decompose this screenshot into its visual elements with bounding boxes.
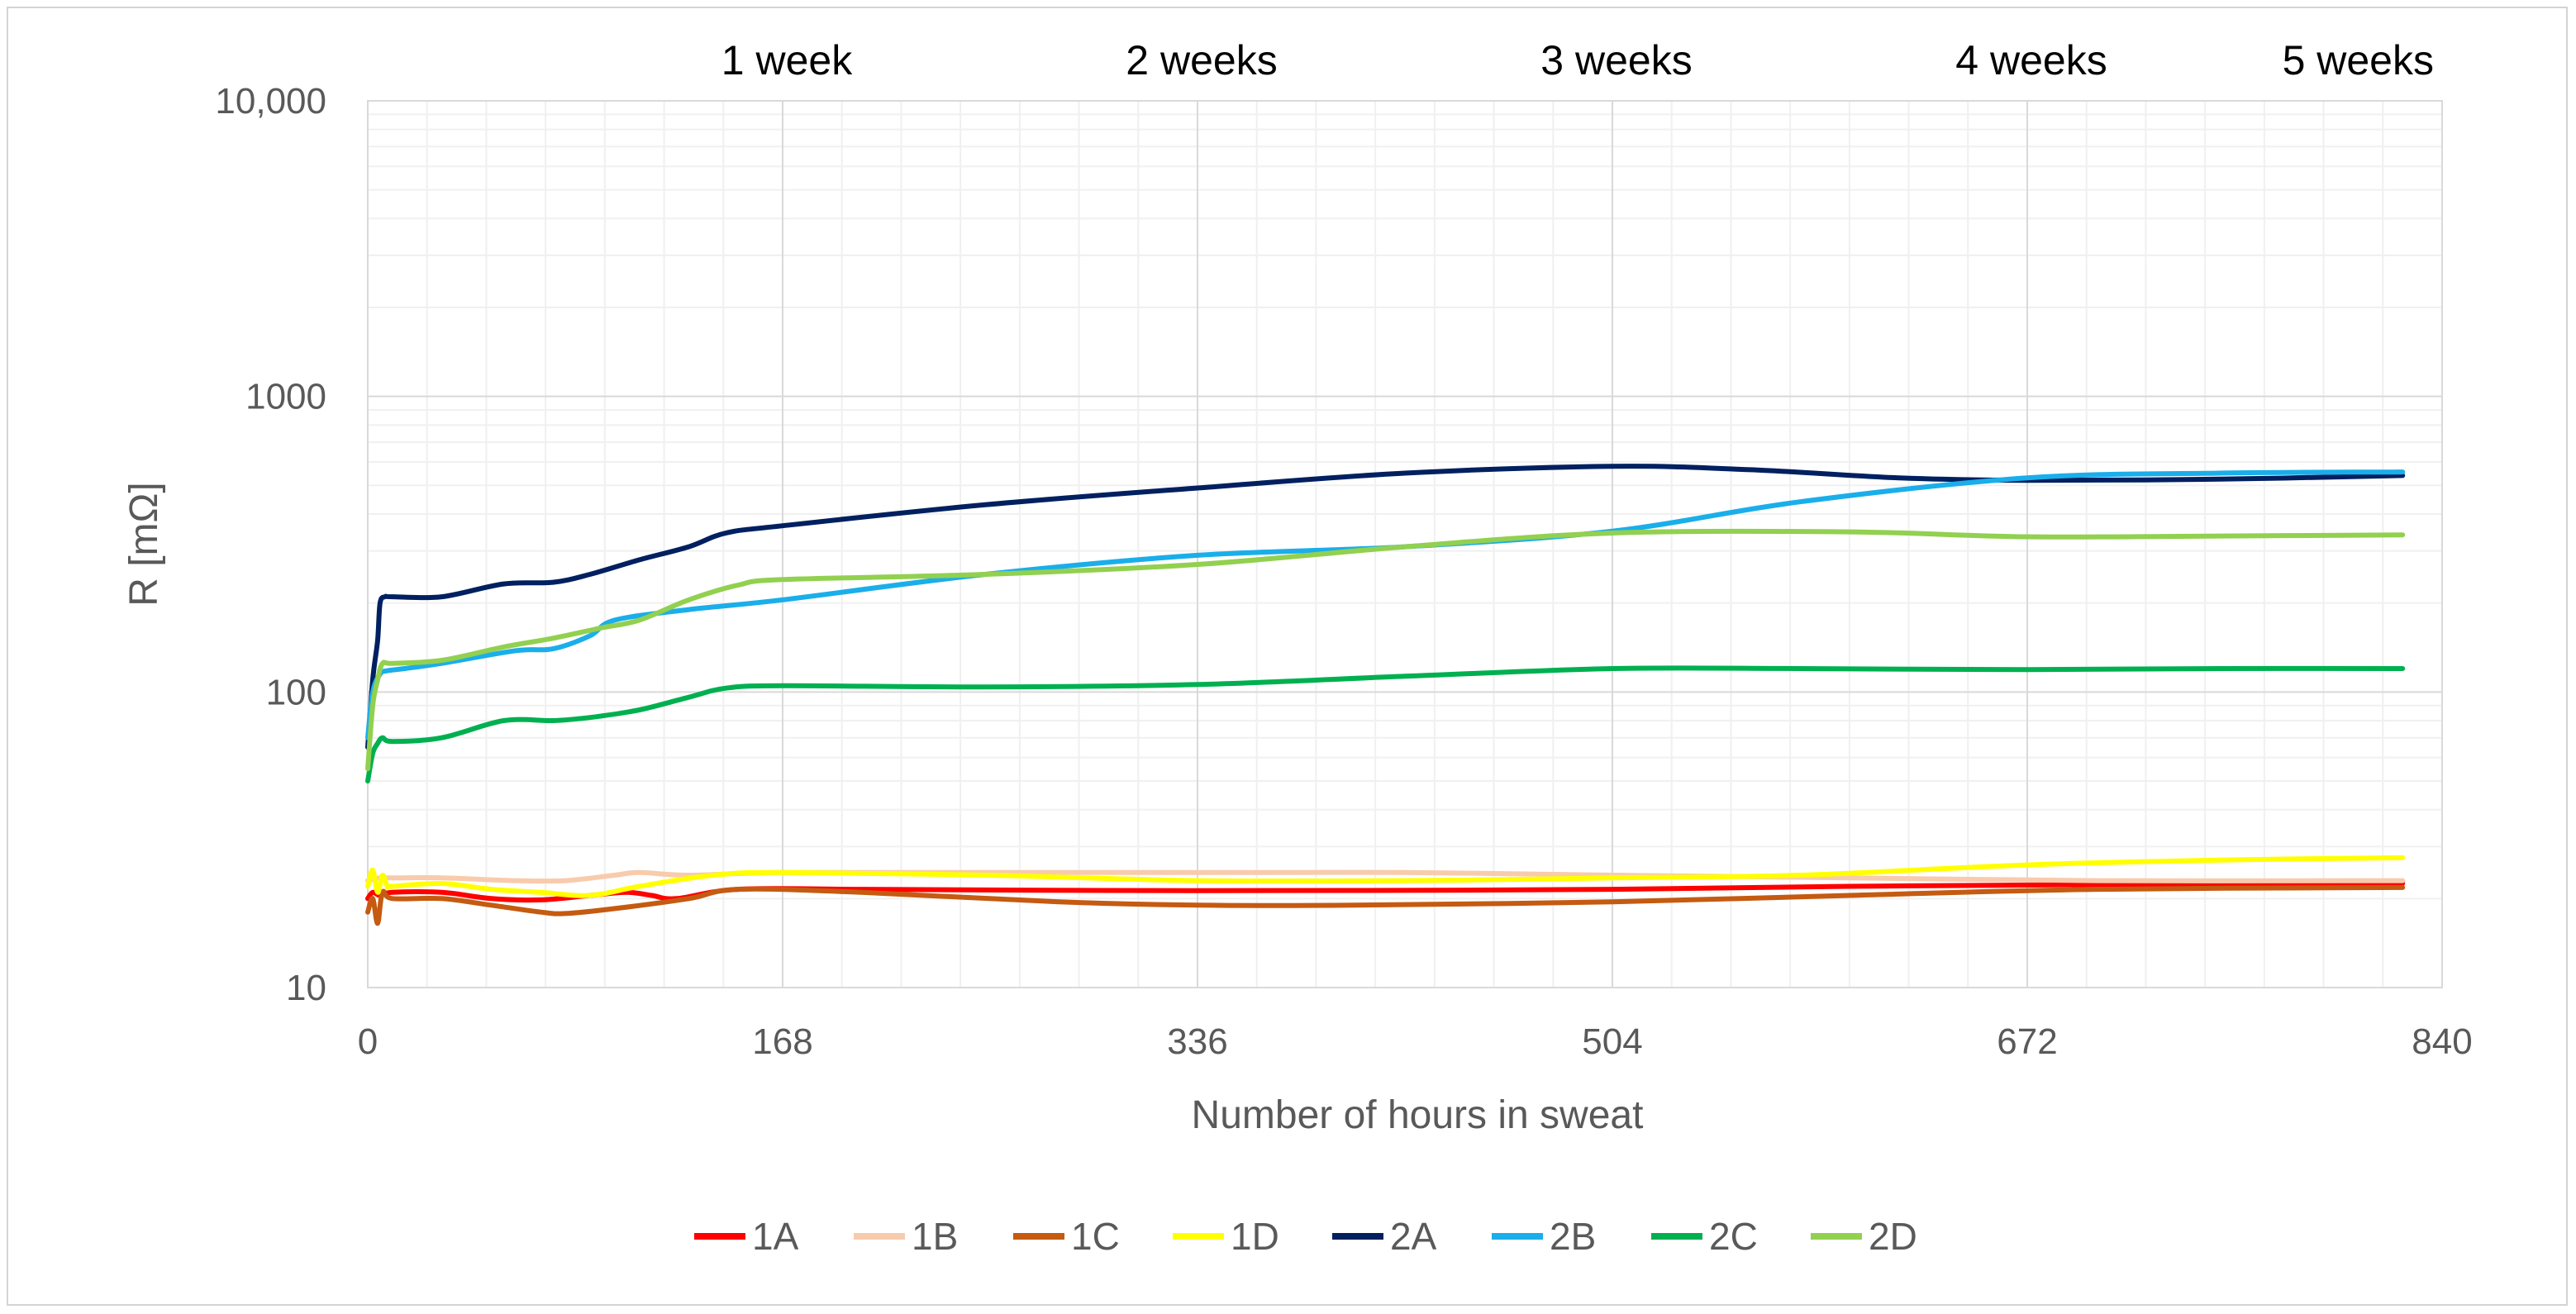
chart-frame: 10 100 1000 10,000 0 168 336 504 672 840 1 week 2… bbox=[7, 7, 2568, 1306]
series-line-2c bbox=[365, 665, 2406, 783]
x-tick-label: 336 bbox=[1167, 1021, 1227, 1062]
legend-label-1c: 1C bbox=[1071, 1215, 1120, 1258]
series-line-2b bbox=[365, 469, 2406, 740]
legend: 1A 1B 1C 1D 2A 2B 2C 2D bbox=[694, 1215, 1917, 1258]
y-tick-label: 10,000 bbox=[215, 81, 326, 121]
x-tick-label: 168 bbox=[752, 1021, 812, 1062]
x-tick-label: 840 bbox=[2412, 1021, 2472, 1062]
line-chart: 10 100 1000 10,000 0 168 336 504 672 840 1 week 2… bbox=[122, 37, 2473, 1258]
week-annotations: 1 week 2 weeks 3 weeks 4 weeks 5 weeks bbox=[721, 37, 2434, 83]
legend-label-1a: 1A bbox=[752, 1215, 799, 1258]
series-line-1b bbox=[365, 869, 2406, 884]
x-axis-title: Number of hours in sweat bbox=[1192, 1093, 1644, 1137]
legend-label-1b: 1B bbox=[912, 1215, 958, 1258]
legend-label-2d: 2D bbox=[1869, 1215, 1917, 1258]
y-tick-label: 1000 bbox=[245, 377, 326, 417]
series-line-1c bbox=[365, 884, 2406, 926]
plot-area-border bbox=[367, 100, 2443, 988]
series-line-2a bbox=[365, 464, 2406, 750]
legend-label-2a: 2A bbox=[1390, 1215, 1437, 1258]
week-label: 4 weeks bbox=[1955, 37, 2107, 83]
series-lines bbox=[365, 464, 2406, 926]
y-axis-tick-labels: 10 100 1000 10,000 bbox=[215, 81, 326, 1008]
x-tick-label: 504 bbox=[1582, 1021, 1642, 1062]
legend-label-1d: 1D bbox=[1231, 1215, 1279, 1258]
y-axis-title: R [mΩ] bbox=[122, 482, 166, 607]
week-label: 5 weeks bbox=[2283, 37, 2434, 83]
week-label: 1 week bbox=[721, 37, 853, 83]
x-tick-label: 0 bbox=[358, 1021, 378, 1062]
y-tick-label: 10 bbox=[286, 968, 326, 1008]
series-line-1d bbox=[365, 855, 2406, 898]
minor-gridlines bbox=[368, 101, 2442, 988]
week-label: 3 weeks bbox=[1540, 37, 1692, 83]
week-label: 2 weeks bbox=[1126, 37, 1277, 83]
x-axis-tick-labels: 0 168 336 504 672 840 bbox=[358, 1021, 2473, 1062]
x-tick-label: 672 bbox=[1997, 1021, 2057, 1062]
legend-label-2b: 2B bbox=[1550, 1215, 1596, 1258]
y-tick-label: 100 bbox=[266, 672, 326, 712]
legend-label-2c: 2C bbox=[1709, 1215, 1758, 1258]
series-line-2d bbox=[365, 528, 2406, 772]
major-gridlines bbox=[367, 100, 2443, 988]
